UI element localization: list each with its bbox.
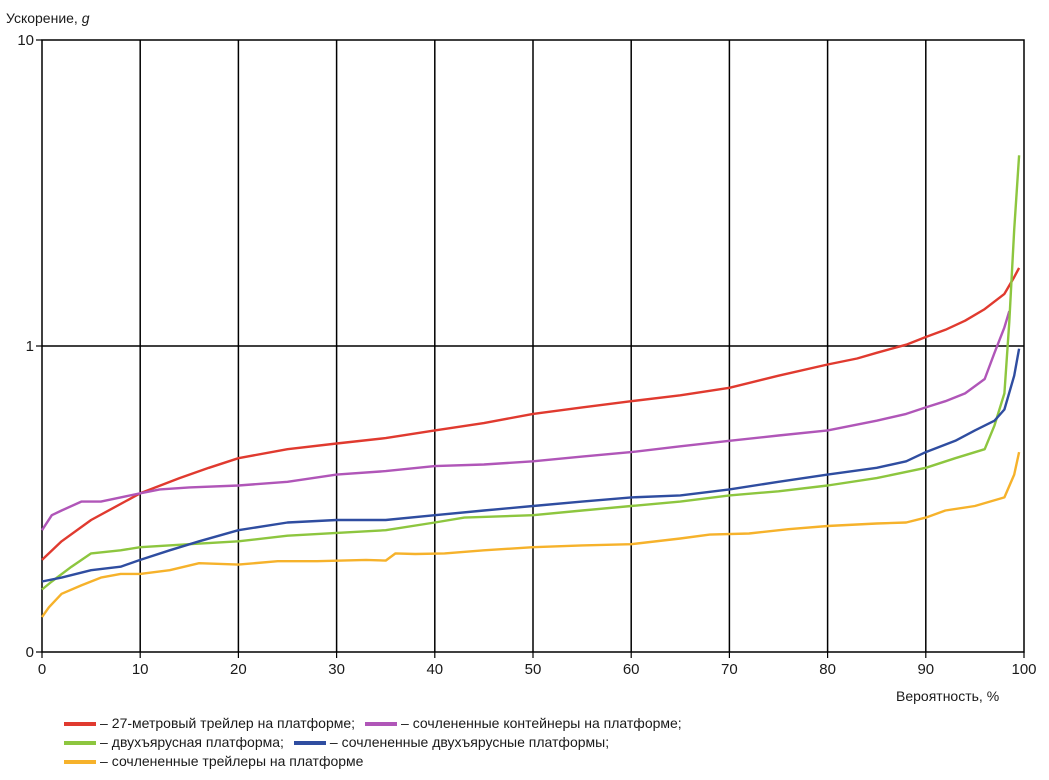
legend-row-3: – сочлененные трейлеры на платформе	[64, 752, 688, 771]
legend-label: 27-метровый трейлер на платформе;	[111, 715, 356, 731]
legend-label: сочлененные трейлеры на платформе	[111, 753, 364, 769]
x-tick-label: 20	[230, 661, 247, 678]
x-tick-label: 40	[426, 661, 443, 678]
x-tick-label: 100	[1011, 661, 1036, 678]
legend-item-purple-containers: – сочлененные контейнеры на платформе;	[364, 714, 682, 733]
legend-label: сочлененные двухъярусные платформы;	[341, 734, 610, 750]
legend-row-2: – двухъярусная платформа; – сочлененные дв…	[64, 733, 688, 752]
y-tick-labels: 0 1 10	[17, 32, 34, 661]
x-tick-label: 60	[623, 661, 640, 678]
x-tick-label: 70	[721, 661, 738, 678]
y-tick-label: 0	[26, 644, 34, 661]
legend-swatch	[64, 722, 96, 727]
legend-label: двухъярусная платформа;	[111, 734, 284, 750]
legend-dash: –	[400, 715, 409, 731]
legend-dash: –	[100, 753, 108, 769]
y-axis-title: Ускорение, g	[6, 10, 90, 26]
series-line	[41, 348, 1021, 583]
y-tick-label: 10	[17, 32, 34, 49]
x-tick-label: 80	[819, 661, 836, 678]
x-tick-label: 30	[328, 661, 345, 678]
legend: –27-метровый трейлер на платформе; – сочл…	[64, 714, 688, 771]
legend-swatch	[64, 741, 96, 746]
legend-dash: –	[100, 734, 108, 750]
series-line	[41, 451, 1021, 618]
x-tick-label: 10	[132, 661, 149, 678]
legend-item-orange-trailers: – сочлененные трейлеры на платформе	[64, 752, 363, 771]
series-line	[40, 310, 1011, 531]
x-tick-label: 90	[917, 661, 934, 678]
series-line	[41, 267, 1021, 561]
legend-dash: –	[100, 715, 108, 731]
x-tick-label: 50	[525, 661, 542, 678]
legend-dash: –	[329, 734, 338, 750]
legend-item-blue-articulated-double: – сочлененные двухъярусные платформы;	[293, 733, 610, 752]
series-lines	[40, 155, 1021, 618]
grid	[36, 39, 1025, 658]
legend-swatch	[293, 741, 326, 746]
x-tick-label: 0	[38, 661, 46, 678]
legend-swatch	[364, 722, 397, 727]
legend-swatch	[64, 760, 96, 765]
x-tick-labels: 0 10 20 30 40 50 60 70 80 90 100	[38, 661, 1037, 678]
chart: 0 10 20 30 40 50 60 70 80 90 100 0 1 10	[17, 32, 1037, 678]
legend-row-1: –27-метровый трейлер на платформе; – сочл…	[64, 714, 688, 733]
legend-item-red-trailer: –27-метровый трейлер на платформе;	[64, 714, 355, 733]
legend-label: сочлененные контейнеры на платформе;	[412, 715, 682, 731]
x-axis-title: Вероятность, %	[896, 688, 1000, 704]
legend-item-green-double: – двухъярусная платформа;	[64, 733, 284, 752]
series-line	[41, 155, 1021, 591]
y-tick-label: 1	[26, 338, 34, 355]
